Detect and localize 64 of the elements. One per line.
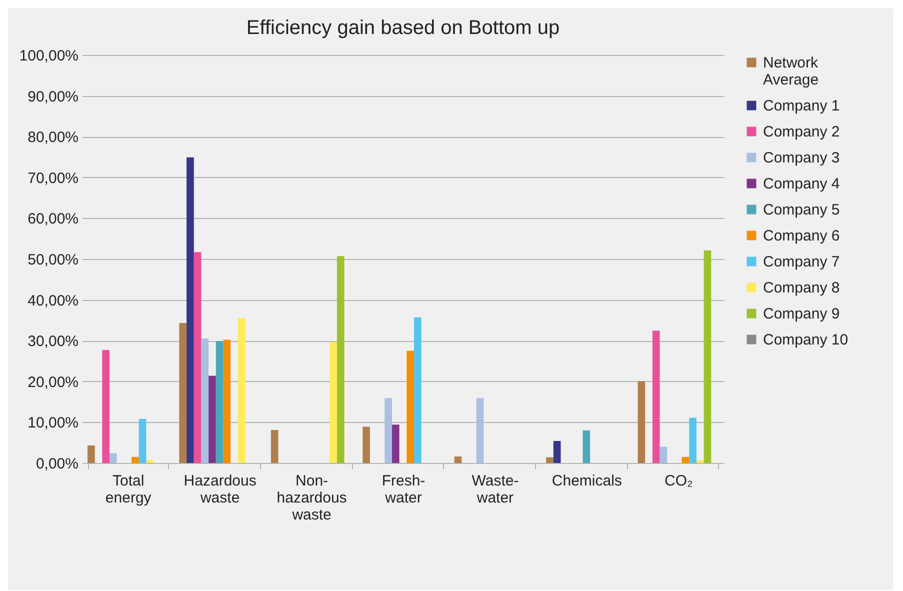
y-tick-label: 80,00%	[28, 129, 78, 146]
x-tick-label: Chemicals	[552, 472, 622, 490]
legend-label: Company 3	[763, 150, 840, 166]
y-tick-label: 70,00%	[28, 170, 78, 187]
bar	[704, 250, 712, 463]
chart-title: Efficiency gain based on Bottom up	[246, 17, 560, 39]
y-tick-label: 20,00%	[28, 374, 78, 391]
bar	[689, 418, 696, 463]
bar	[406, 350, 414, 463]
bar	[238, 318, 246, 463]
bar	[88, 445, 95, 463]
bar	[546, 457, 554, 463]
y-tick-label: 50,00%	[28, 252, 78, 268]
y-tick-label: 100,00%	[19, 48, 78, 64]
legend-label: Company 9	[763, 306, 840, 322]
bar	[223, 340, 231, 463]
bar	[138, 418, 146, 463]
x-tick-label: Non-hazardous waste	[276, 472, 347, 524]
legend-label: Company 1	[763, 98, 840, 114]
bar	[582, 430, 590, 463]
bar	[682, 456, 690, 463]
bar	[454, 456, 462, 463]
bar	[186, 157, 194, 463]
bar	[201, 338, 209, 463]
bar	[638, 381, 646, 463]
x-tick-label: Fresh-water	[382, 472, 426, 506]
x-tick-label: Hazardous waste	[184, 472, 256, 506]
bar	[194, 252, 202, 463]
legend-label: Company 2	[763, 124, 840, 140]
legend-label: Network Average	[763, 54, 819, 88]
legend-label: Company 10	[763, 332, 848, 348]
bar	[270, 430, 278, 463]
bar	[553, 440, 561, 463]
bar	[146, 460, 154, 463]
bar	[392, 424, 400, 463]
bar	[384, 398, 392, 463]
bar	[330, 342, 337, 463]
legend-label: Company 8	[763, 280, 840, 296]
y-tick-label: 30,00%	[28, 333, 78, 350]
y-tick-label: 90,00%	[28, 88, 78, 106]
bar	[362, 426, 370, 463]
bar	[476, 398, 484, 463]
bar	[110, 453, 117, 463]
y-tick-label: 10,00%	[28, 414, 78, 432]
y-tick-label: 0,00%	[36, 456, 78, 472]
bar	[660, 446, 668, 463]
bar	[179, 323, 187, 463]
legend-label: Company 5	[763, 202, 840, 218]
bar	[216, 341, 224, 463]
bar	[652, 330, 660, 463]
x-tick-label: Total energy	[105, 472, 152, 506]
y-tick-label: 40,00%	[28, 292, 78, 310]
x-tick-label: CO₂	[664, 472, 693, 490]
bar	[208, 376, 216, 463]
bar	[132, 456, 139, 463]
bar	[696, 460, 704, 463]
bar	[414, 317, 422, 463]
legend-label: Company 7	[763, 254, 840, 270]
y-tick-label: 60,00%	[28, 210, 78, 228]
bar	[102, 350, 110, 463]
bar	[336, 256, 344, 463]
legend-label: Company 4	[763, 176, 840, 192]
legend-label: Company 6	[763, 228, 840, 244]
x-tick-label: Waste-water	[472, 472, 519, 506]
